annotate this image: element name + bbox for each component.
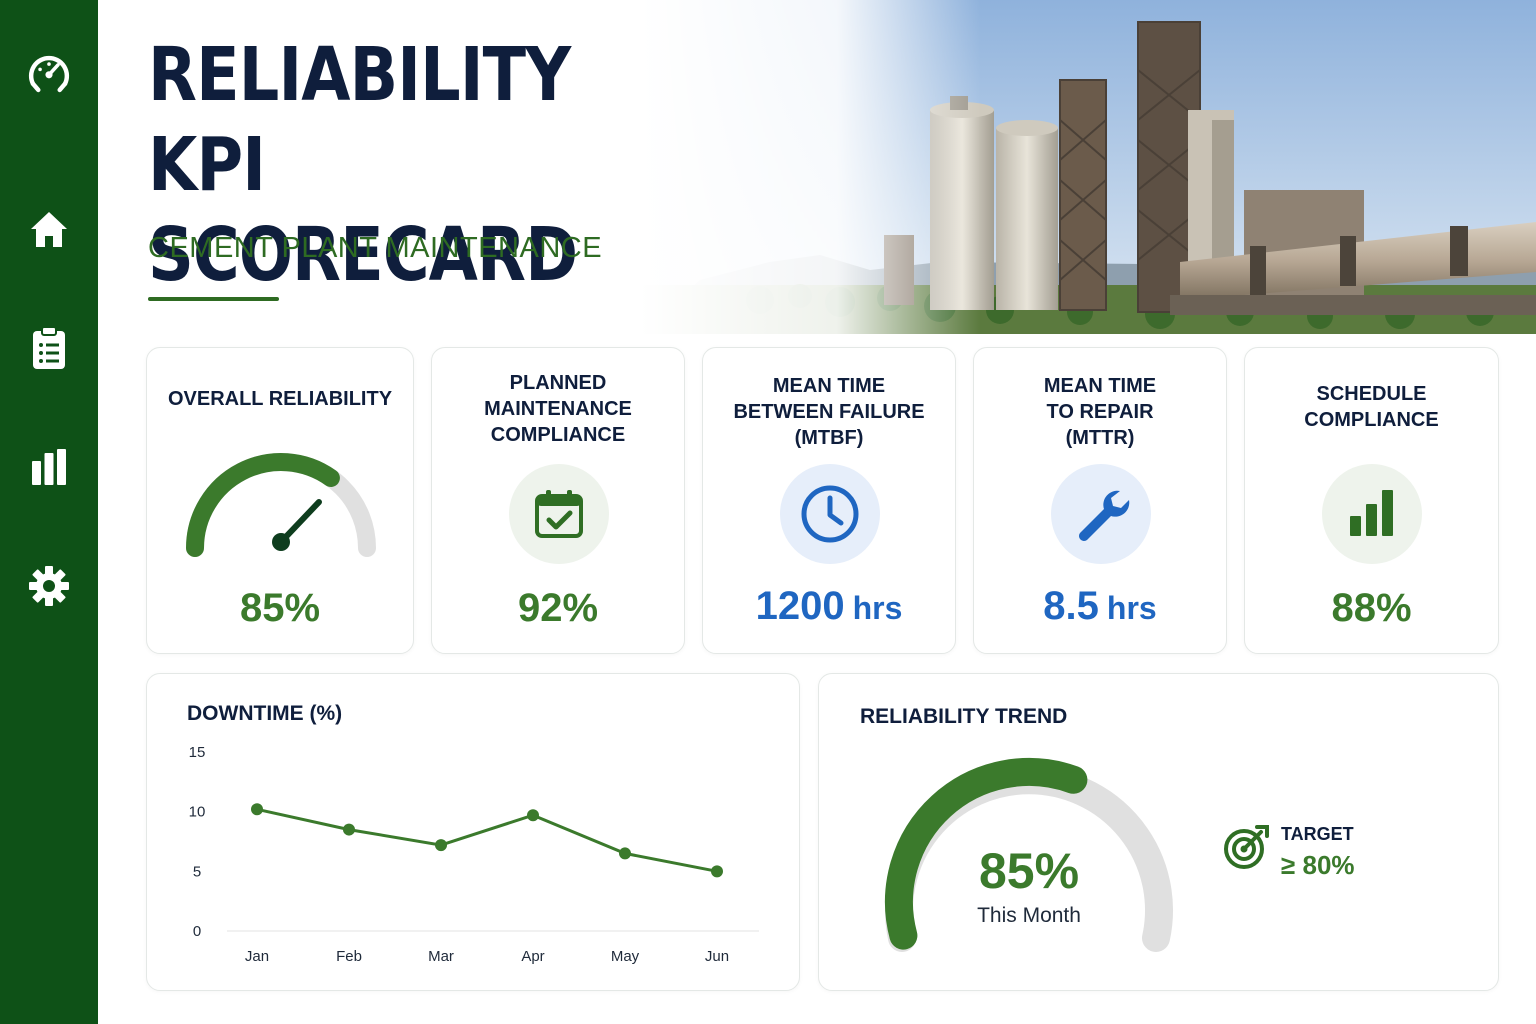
icon-badge [1051,464,1151,564]
kpi-value: 1200 [755,584,845,628]
page-subtitle: CEMENT PLANT MAINTENANCE [148,232,603,264]
x-tick-label: Jan [245,948,269,965]
icon-badge [1322,464,1422,564]
sidebar-item-settings[interactable] [24,561,74,611]
sidebar [0,0,98,1024]
kpi-unit: hrs [852,590,903,626]
kpi-title: PLANNED MAINTENANCE COMPLIANCE [484,372,632,446]
y-tick-label: 15 [189,744,206,761]
data-point [251,803,263,816]
kpi-unit: hrs [1106,590,1157,626]
sidebar-item-reports[interactable] [24,323,74,373]
clock-icon [801,485,859,543]
kpi-card-pm-compliance: PLANNED MAINTENANCE COMPLIANCE 92% [431,347,685,654]
title-divider [148,297,279,301]
plant-hero-image [640,0,1536,334]
reliability-trend-value: 85% [978,843,1080,899]
clipboard-icon [33,326,65,369]
calendar-check-icon [535,490,583,538]
x-tick-label: Apr [521,948,544,965]
target-value: ≥ 80% [1281,850,1355,880]
page-title: RELIABILITY KPI SCORECARD [148,30,681,300]
downtime-title: DOWNTIME (%) [187,702,343,725]
kpi-card-schedule-compliance: SCHEDULE COMPLIANCE 88% [1244,347,1499,654]
icon-badge [509,464,609,564]
reliability-trend-caption: This Month [977,904,1081,927]
gear-icon [29,566,69,606]
y-tick-label: 10 [189,804,206,821]
gauge-needle [278,499,322,545]
gauge-hub [272,533,290,551]
gauge-icon [186,453,376,557]
kpi-value-row: 8.5 hrs [974,584,1226,629]
data-point [619,847,631,860]
sidebar-item-dashboard[interactable] [24,48,74,98]
kpi-title: SCHEDULE COMPLIANCE [1304,383,1439,431]
y-tick-label: 5 [193,863,201,880]
kpi-card-mttr: MEAN TIME TO REPAIR (MTTR) 8.5 hrs [973,347,1227,654]
reliability-trend-panel: RELIABILITY TREND 85% This Month TARGET … [818,673,1499,991]
speedometer-icon [28,55,70,93]
x-tick-label: Mar [428,948,454,965]
kpi-value: 92% [517,586,599,630]
kpi-title: MEAN TIME TO REPAIR (MTTR) [1043,375,1157,449]
kpi-value-row: 1200 hrs [703,584,955,629]
bar-chart-icon [1350,490,1393,536]
sidebar-item-analytics[interactable] [24,442,74,492]
reliability-gauge [885,757,1173,952]
target-icon [1224,825,1269,869]
bar-chart-icon [32,449,66,485]
kpi-card-overall-reliability: OVERALL RELIABILITY 85% [146,347,414,654]
kpi-title: MEAN TIME BETWEEN FAILURE (MTBF) [733,375,925,449]
kpi-value: 85% [239,586,321,630]
kpi-value: 8.5 [1043,584,1099,628]
data-point [527,809,539,822]
x-tick-label: May [611,948,640,965]
kpi-title: OVERALL RELIABILITY [167,388,393,410]
gauge-fill [885,757,1088,950]
y-tick-label: 0 [193,923,201,940]
page-title-line1: RELIABILITY KPI [148,32,571,208]
data-point [343,823,355,836]
icon-badge [780,464,880,564]
home-icon [31,212,67,247]
series-line [256,807,718,873]
page-title-line2: SCORECARD [148,212,578,298]
sidebar-item-home[interactable] [24,204,74,254]
x-tick-label: Feb [336,948,362,965]
data-point [435,839,447,852]
target-label: TARGET [1281,824,1354,844]
kpi-card-mtbf: MEAN TIME BETWEEN FAILURE (MTBF) 1200 hrs [702,347,956,654]
kpi-value: 88% [1331,586,1412,630]
reliability-trend-title: RELIABILITY TREND [860,705,1068,728]
wrench-icon [1079,490,1130,541]
data-point [711,865,723,878]
gauge-fill [186,453,340,557]
downtime-line-chart: 15 10 5 0 Jan Feb Mar Apr May Jun [189,744,759,965]
x-tick-label: Jun [705,948,729,965]
downtime-panel: DOWNTIME (%) 15 10 5 0 Jan Feb Mar Apr May Jun [146,673,800,991]
